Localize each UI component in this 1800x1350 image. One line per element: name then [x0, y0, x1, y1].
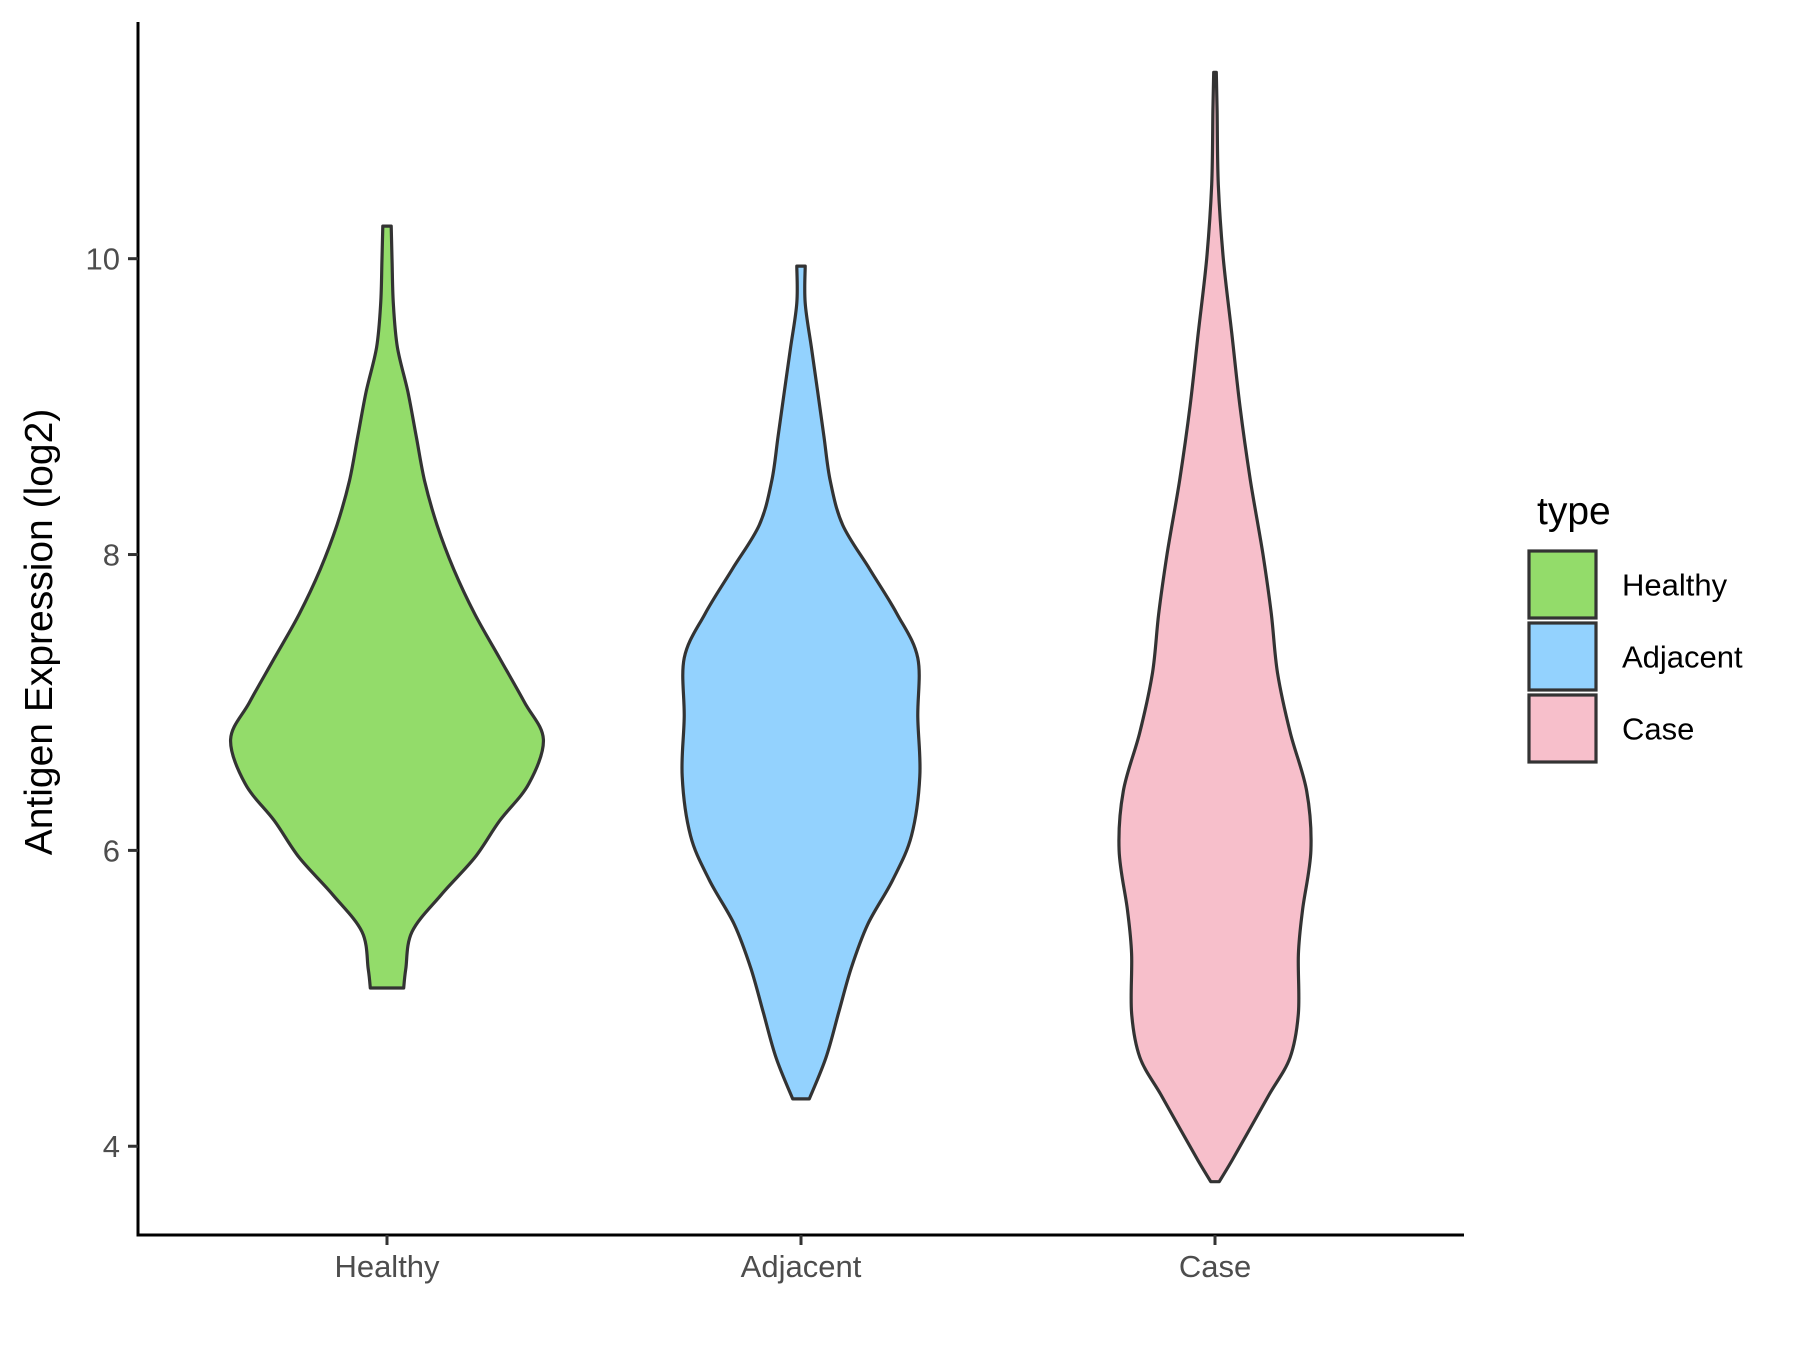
- y-tick-label: 8: [103, 538, 120, 573]
- legend-entries: Healthy Adjacent Case: [1527, 549, 1743, 764]
- legend-key-healthy: [1527, 549, 1598, 620]
- legend-label-case: Case: [1622, 712, 1694, 747]
- y-tick-label: 6: [103, 833, 120, 868]
- y-axis-title: Antigen Expression (log2): [18, 409, 61, 856]
- x-tick-label: Healthy: [334, 1249, 440, 1284]
- legend-key-case: [1527, 693, 1598, 764]
- x-tick-label: Case: [1179, 1249, 1251, 1284]
- violin-case: [1117, 70, 1313, 1184]
- y-tick-label: 10: [86, 242, 120, 277]
- y-axis-ticks: 4 6 8 10: [86, 242, 138, 1164]
- violin-group: [228, 70, 1313, 1184]
- legend: type Healthy Adjacent Case: [1527, 490, 1743, 764]
- x-axis-ticks: Healthy Adjacent Case: [334, 1235, 1251, 1284]
- legend-title: type: [1537, 490, 1611, 533]
- legend-key-adjacent: [1527, 621, 1598, 692]
- plot-area: 4 6 8 10 Healthy Adjacent Case: [86, 22, 1464, 1284]
- legend-label-adjacent: Adjacent: [1622, 640, 1743, 675]
- violin-adjacent: [680, 264, 922, 1101]
- violin-healthy: [228, 224, 546, 990]
- y-tick-label: 4: [103, 1129, 120, 1164]
- legend-label-healthy: Healthy: [1622, 568, 1728, 603]
- x-tick-label: Adjacent: [741, 1249, 862, 1284]
